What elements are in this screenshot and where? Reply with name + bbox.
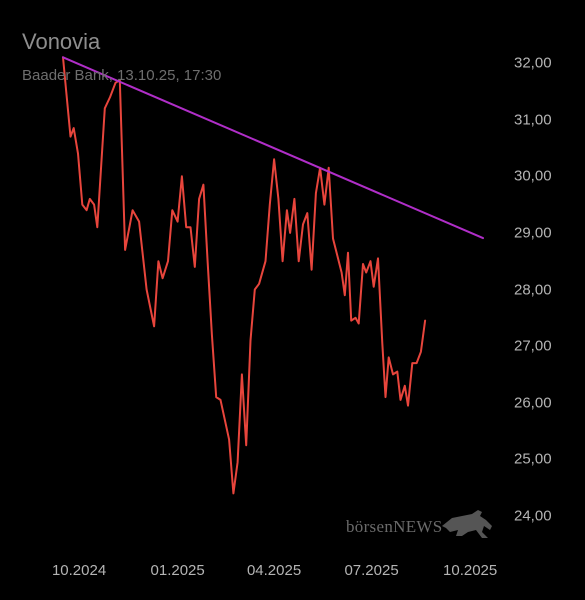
y-tick-label: 32,00 xyxy=(514,54,552,72)
y-tick-label: 28,00 xyxy=(514,281,552,298)
chart-title: Vonovia xyxy=(22,29,101,54)
watermark-brand: börsenNEWS xyxy=(346,517,443,537)
trend-line xyxy=(62,56,484,240)
x-tick-label: 10.2025 xyxy=(443,562,498,579)
watermark-brand-part2: NEWS xyxy=(393,517,443,536)
y-tick-label: 25,00 xyxy=(514,450,552,468)
watermark-brand-part1: börsen xyxy=(346,517,394,536)
x-tick-label: 07.2025 xyxy=(344,562,399,579)
y-tick-label: 26,00 xyxy=(514,394,552,412)
y-tick-label: 27,00 xyxy=(514,337,552,355)
y-tick-label: 30,00 xyxy=(514,167,552,185)
bull-icon xyxy=(442,510,492,538)
y-tick-label: 29,00 xyxy=(514,224,552,242)
x-tick-label: 01.2025 xyxy=(150,562,205,579)
y-tick-label: 31,00 xyxy=(514,111,552,129)
y-tick-label: 24,00 xyxy=(514,507,552,525)
price-line xyxy=(62,56,427,495)
chart-subtitle: Baader Bank, 13.10.25, 17:30 xyxy=(22,67,222,84)
x-tick-label: 04.2025 xyxy=(246,562,302,579)
x-tick-label: 10.2024 xyxy=(51,562,107,579)
